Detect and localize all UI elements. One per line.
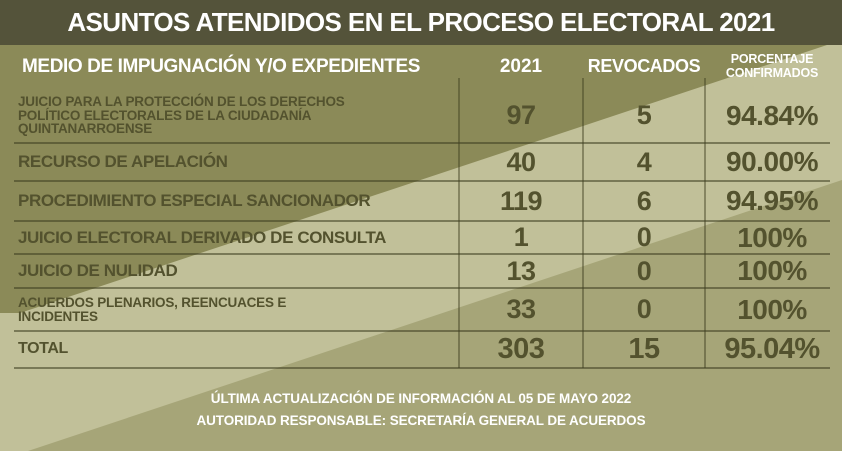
row-value-revocados: 0 <box>636 294 652 324</box>
column-separator-3 <box>704 78 706 368</box>
row-value-porcentaje: 100% <box>737 293 807 325</box>
title-bar: ASUNTOS ATENDIDOS EN EL PROCESO ELECTORA… <box>0 0 842 45</box>
row-value-2021: 119 <box>499 185 543 216</box>
table-row: JUICIO ELECTORAL DERIVADO DE CONSULTA 1 … <box>0 221 842 255</box>
row-value-2021: 303 <box>497 333 545 365</box>
column-separator-2 <box>582 78 584 368</box>
row-label: JUICIO PARA LA PROTECCIÓN DE LOS DERECHO… <box>18 94 345 137</box>
row-separator <box>14 287 830 289</box>
row-label: TOTAL <box>18 340 68 358</box>
row-value-porcentaje: 90.00% <box>726 146 818 177</box>
header-porcentaje-line2: CONFIRMADOS <box>725 65 819 80</box>
header-revocados: REVOCADOS <box>587 56 701 76</box>
header-porcentaje-confirmados: PORCENTAJE CONFIRMADOS <box>705 45 839 88</box>
row-label: JUICIO ELECTORAL DERIVADO DE CONSULTA <box>18 227 387 247</box>
row-value-revocados: 0 <box>636 222 652 252</box>
row-separator <box>14 142 830 144</box>
row-separator <box>14 330 830 332</box>
table-row: PROCEDIMIENTO ESPECIAL SANCIONADOR 119 6… <box>0 181 842 222</box>
header-2021: 2021 <box>499 55 543 77</box>
row-value-2021: 1 <box>513 222 529 252</box>
row-value-2021: 13 <box>506 255 536 286</box>
row-value-2021: 97 <box>506 100 536 130</box>
table-row: JUICIO DE NULIDAD 13 0 100% <box>0 254 842 289</box>
header-medio-impugnacion: MEDIO DE IMPUGNACIÓN Y/O EXPEDIENTES <box>22 55 421 77</box>
row-value-revocados: 0 <box>636 255 652 286</box>
header-porcentaje-line1: PORCENTAJE <box>730 52 814 66</box>
footer-authority-line: AUTORIDAD RESPONSABLE: SECRETARÍA GENERA… <box>196 412 646 428</box>
row-value-porcentaje: 94.95% <box>726 185 818 216</box>
row-value-revocados: 6 <box>636 185 652 216</box>
footer: ÚLTIMA ACTUALIZACIÓN DE INFORMACIÓN AL 0… <box>0 368 842 451</box>
row-separator <box>14 367 830 369</box>
row-value-porcentaje: 100% <box>737 255 807 286</box>
column-separator-1 <box>458 78 460 368</box>
row-value-porcentaje: 100% <box>737 221 807 253</box>
footer-update-line: ÚLTIMA ACTUALIZACIÓN DE INFORMACIÓN AL 0… <box>210 390 632 406</box>
row-label: RECURSO DE APELACIÓN <box>18 152 228 172</box>
row-value-porcentaje: 94.84% <box>726 99 818 131</box>
row-label: JUICIO DE NULIDAD <box>18 261 178 281</box>
table-row: TOTAL 303 15 95.04% <box>0 331 842 369</box>
row-value-2021: 40 <box>506 146 536 177</box>
row-label: PROCEDIMIENTO ESPECIAL SANCIONADOR <box>18 191 371 211</box>
row-value-2021: 33 <box>506 294 536 324</box>
row-value-revocados: 5 <box>636 100 652 130</box>
table-row: ACUERDOS PLENARIOS, REENCUACES E INCIDEN… <box>0 288 842 332</box>
row-value-porcentaje: 95.04% <box>724 333 820 365</box>
table-header-row: MEDIO DE IMPUGNACIÓN Y/O EXPEDIENTES 202… <box>0 45 842 88</box>
row-value-revocados: 15 <box>628 333 660 365</box>
row-separator <box>14 253 830 255</box>
page-title: ASUNTOS ATENDIDOS EN EL PROCESO ELECTORA… <box>67 7 775 37</box>
table-row: JUICIO PARA LA PROTECCIÓN DE LOS DERECHO… <box>0 88 842 144</box>
row-separator <box>14 220 830 222</box>
row-value-revocados: 4 <box>636 146 652 177</box>
table-row: RECURSO DE APELACIÓN 40 4 90.00% <box>0 143 842 182</box>
row-label: ACUERDOS PLENARIOS, REENCUACES E INCIDEN… <box>18 295 287 324</box>
row-separator <box>14 180 830 182</box>
